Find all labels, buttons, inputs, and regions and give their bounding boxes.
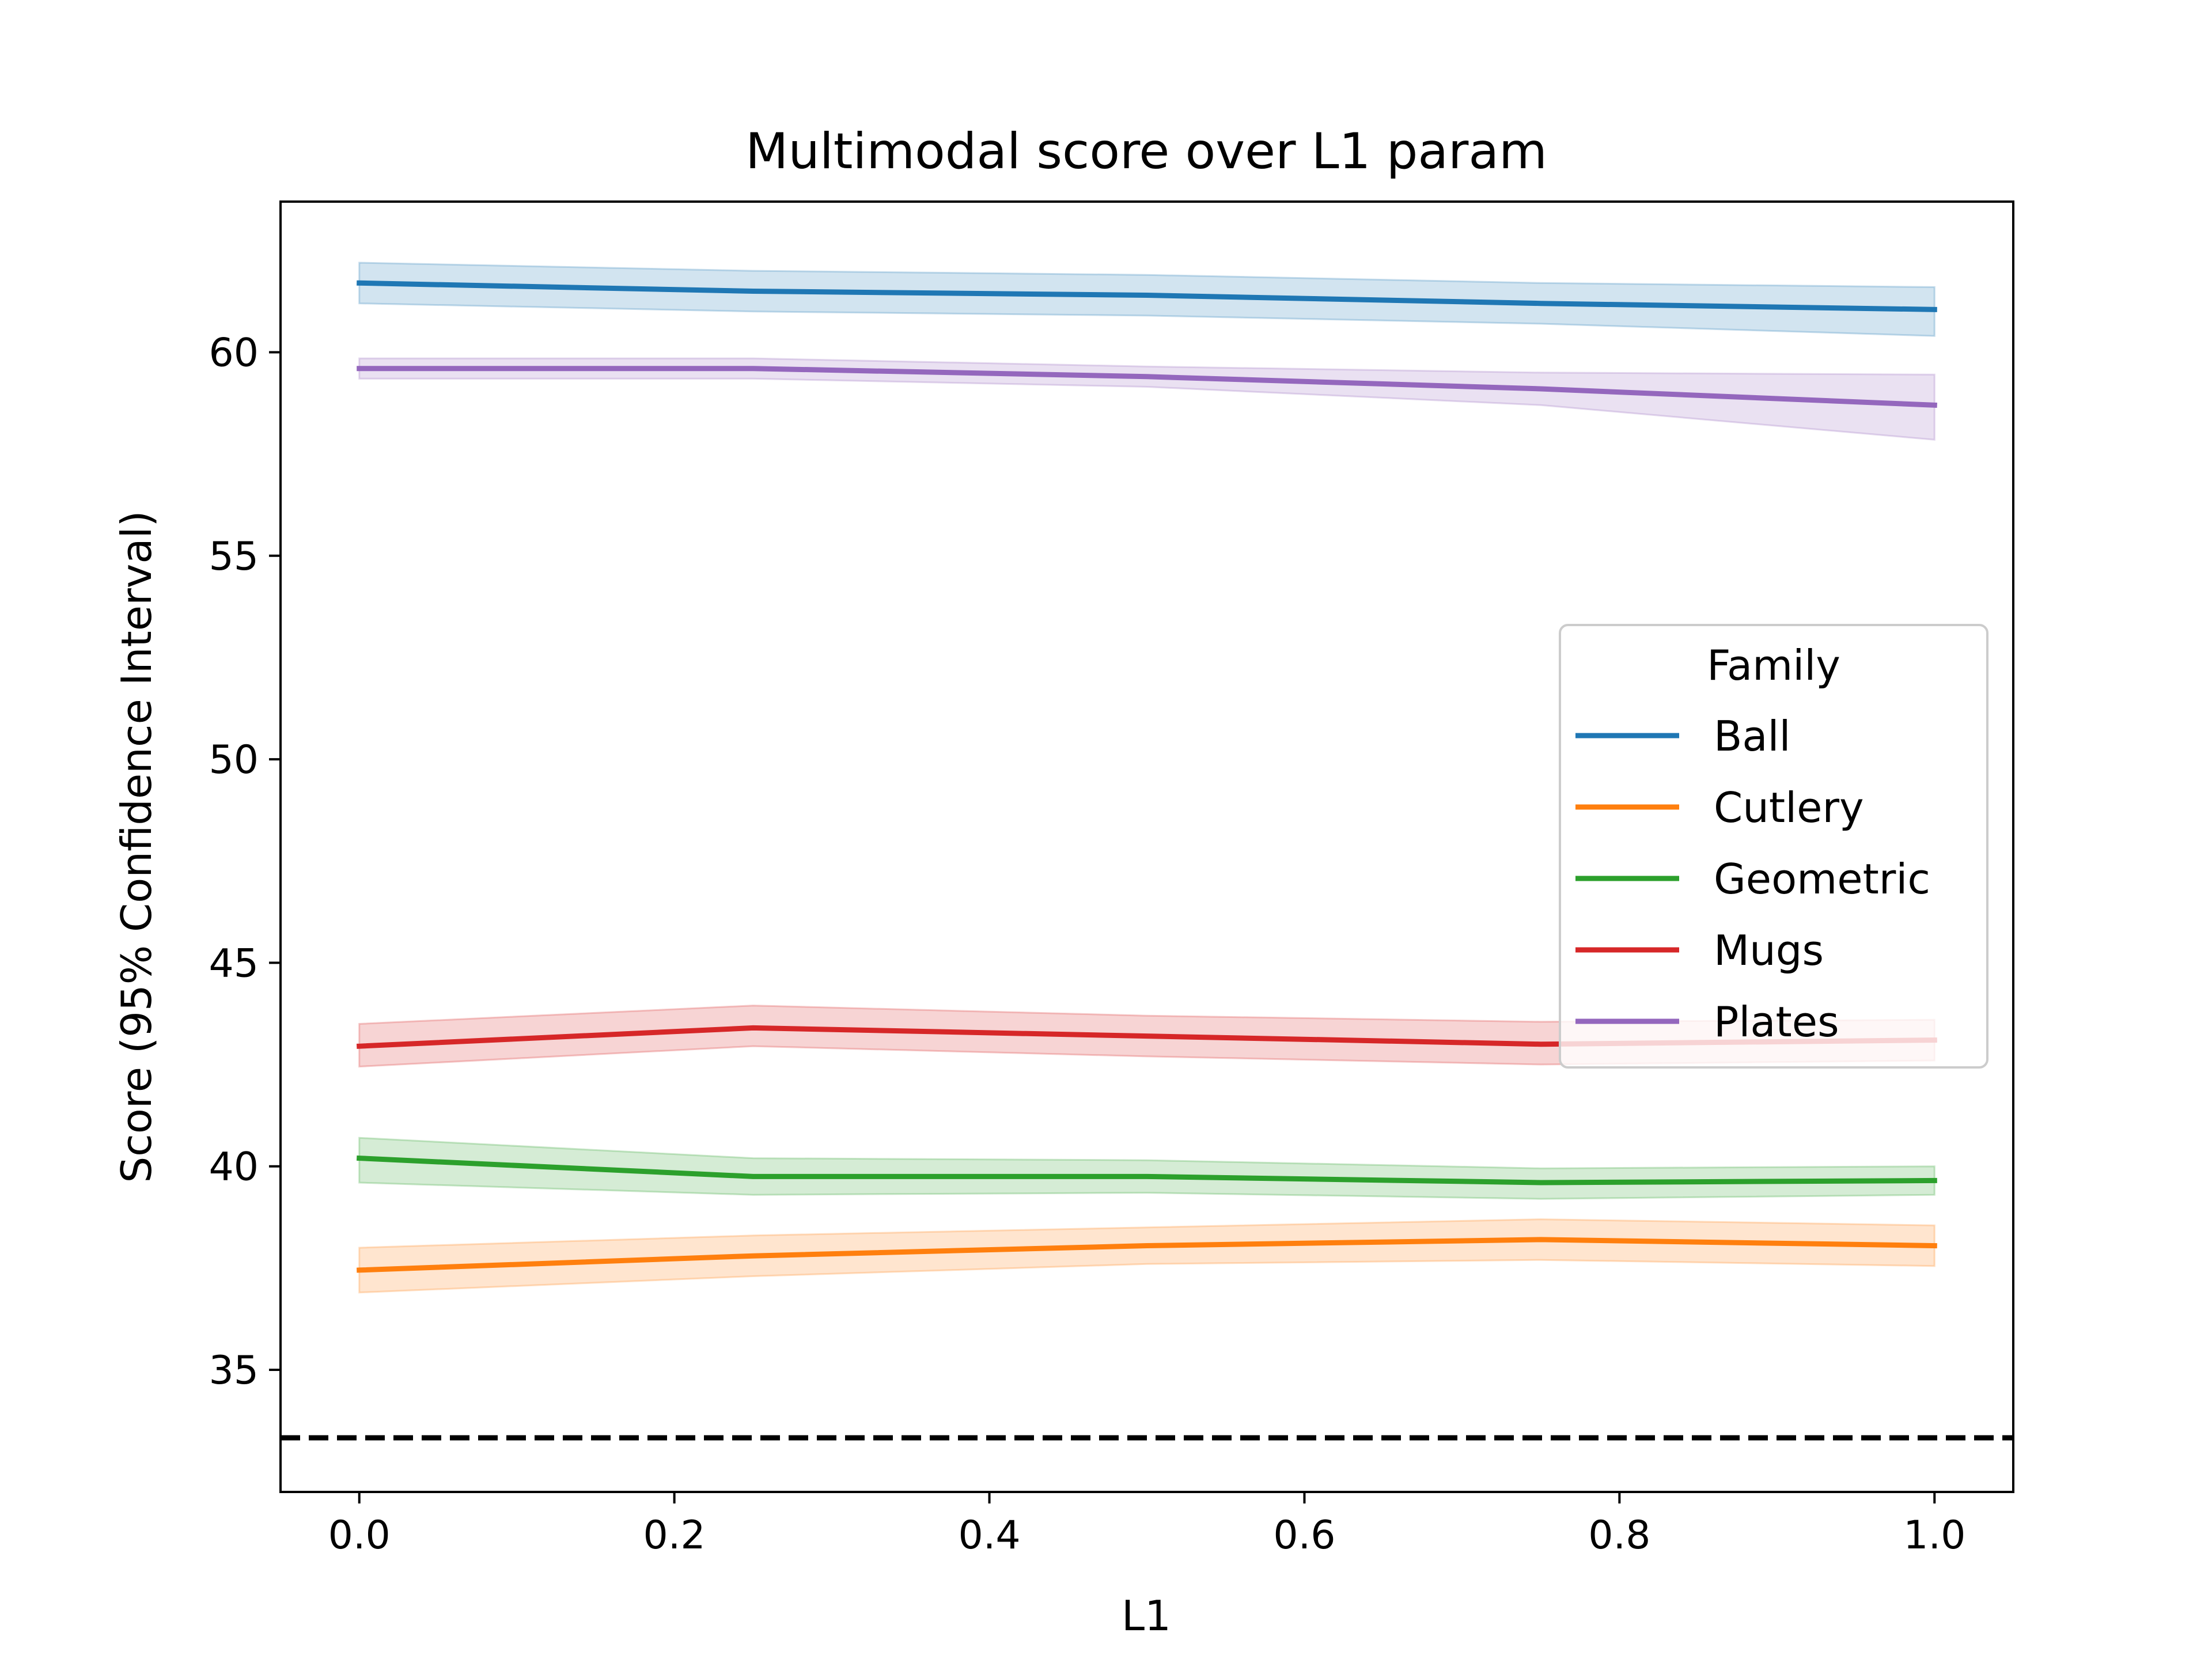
series-line-plates bbox=[357, 366, 1937, 408]
legend-label-cutlery: Cutlery bbox=[1714, 783, 1864, 832]
legend-label-ball: Ball bbox=[1714, 712, 1791, 760]
plot-area-frame bbox=[279, 200, 2014, 1493]
y-tick-label: 50 bbox=[209, 737, 259, 783]
x-tick-label: 0.4 bbox=[958, 1513, 1020, 1558]
ci-band-ball bbox=[358, 262, 1936, 337]
x-axis: 0.0 0.2 0.4 0.6 0.8 1.0 bbox=[328, 1492, 1965, 1558]
y-axis: 35 40 45 50 55 60 bbox=[209, 330, 281, 1393]
series-line-geometric bbox=[356, 1155, 1937, 1185]
y-tick-label: 40 bbox=[209, 1145, 259, 1190]
x-tick-label: 0.2 bbox=[643, 1513, 706, 1558]
x-tick-label: 1.0 bbox=[1903, 1513, 1965, 1558]
legend-label-geometric: Geometric bbox=[1714, 855, 1930, 903]
confidence-bands bbox=[358, 262, 1936, 1294]
y-tick-label: 45 bbox=[209, 941, 259, 986]
y-axis-title: Score (95% Confidence Interval) bbox=[112, 510, 161, 1183]
legend-label-mugs: Mugs bbox=[1714, 926, 1824, 975]
series-line-cutlery bbox=[357, 1237, 1937, 1273]
x-axis-title: L1 bbox=[1122, 1592, 1171, 1640]
series-line-ball bbox=[357, 280, 1937, 312]
x-tick-label: 0.8 bbox=[1588, 1513, 1650, 1558]
legend-label-plates: Plates bbox=[1714, 998, 1839, 1046]
legend-entries: Ball Cutlery Geometric Mugs Plates bbox=[1575, 712, 1930, 1046]
legend-title: Family bbox=[1707, 641, 1840, 690]
ci-band-plates bbox=[358, 357, 1936, 441]
x-tick-label: 0.6 bbox=[1273, 1513, 1335, 1558]
y-tick-label: 60 bbox=[209, 330, 259, 376]
y-tick-label: 55 bbox=[209, 534, 259, 579]
chart-title: Multimodal score over L1 param bbox=[745, 123, 1547, 180]
x-tick-label: 0.0 bbox=[328, 1513, 391, 1558]
legend: Family Ball Cutlery Geometric Mugs Plates bbox=[1559, 624, 1988, 1069]
y-tick-label: 35 bbox=[209, 1348, 259, 1393]
